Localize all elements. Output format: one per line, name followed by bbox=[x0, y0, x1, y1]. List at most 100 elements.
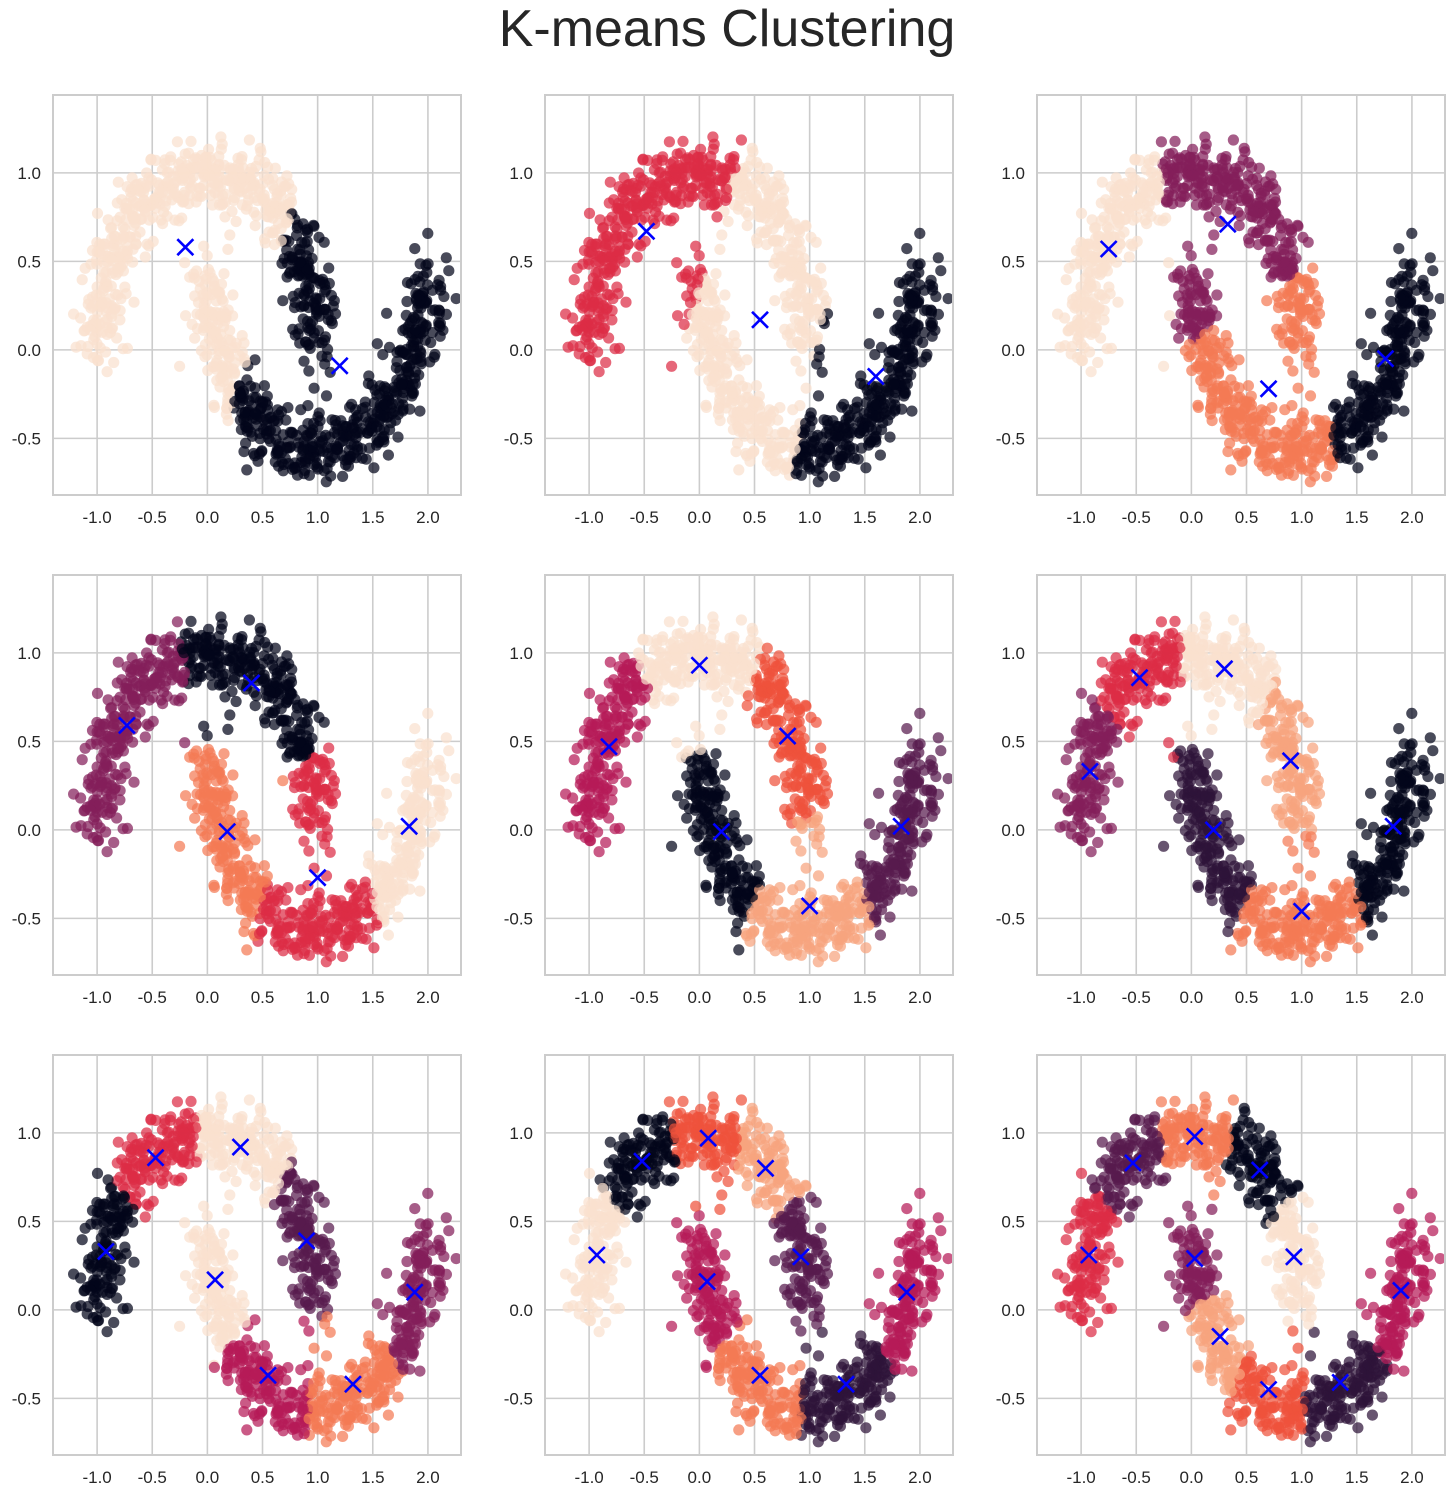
data-point bbox=[901, 243, 913, 255]
data-point bbox=[91, 351, 103, 363]
data-point bbox=[319, 286, 331, 298]
data-point bbox=[130, 197, 142, 209]
data-point bbox=[177, 196, 189, 208]
y-tick-label: -0.5 bbox=[12, 909, 41, 928]
data-point bbox=[268, 239, 281, 251]
data-point bbox=[1092, 243, 1104, 255]
data-point bbox=[1261, 295, 1273, 307]
data-point bbox=[1355, 338, 1367, 350]
data-point bbox=[280, 894, 292, 906]
data-point bbox=[221, 402, 233, 414]
data-point bbox=[1304, 390, 1317, 402]
x-tick-label: 1.0 bbox=[306, 988, 330, 1007]
data-point bbox=[180, 310, 192, 322]
data-point bbox=[249, 220, 261, 232]
data-point bbox=[620, 296, 632, 308]
data-point bbox=[1394, 292, 1406, 304]
data-point bbox=[346, 422, 358, 434]
data-point bbox=[1332, 439, 1344, 451]
data-point bbox=[1303, 358, 1315, 370]
data-point bbox=[93, 726, 105, 738]
data-point bbox=[751, 156, 763, 169]
y-tick-label: -0.5 bbox=[996, 429, 1025, 448]
data-point bbox=[716, 334, 729, 347]
data-point bbox=[169, 187, 181, 199]
data-point bbox=[215, 328, 227, 340]
data-point bbox=[433, 274, 445, 286]
data-point bbox=[1398, 276, 1410, 288]
data-point bbox=[780, 461, 792, 473]
data-point bbox=[218, 268, 230, 280]
data-point bbox=[227, 643, 239, 655]
data-point bbox=[1248, 424, 1261, 437]
data-point bbox=[1287, 365, 1299, 377]
data-point bbox=[756, 424, 769, 437]
data-point bbox=[311, 937, 323, 949]
data-point bbox=[239, 356, 251, 368]
data-point bbox=[1208, 334, 1221, 347]
data-point bbox=[935, 265, 947, 277]
data-point bbox=[224, 324, 236, 337]
data-point bbox=[583, 306, 596, 318]
data-point bbox=[779, 323, 791, 335]
data-point bbox=[757, 411, 770, 423]
data-point bbox=[198, 240, 210, 252]
data-point bbox=[1192, 401, 1204, 413]
data-point bbox=[1281, 424, 1293, 436]
data-point bbox=[132, 184, 144, 196]
data-point bbox=[741, 220, 753, 232]
data-point bbox=[635, 180, 647, 192]
data-point bbox=[1206, 415, 1218, 427]
data-point bbox=[268, 719, 281, 731]
data-point bbox=[921, 304, 933, 316]
data-point bbox=[854, 427, 866, 439]
data-point bbox=[348, 919, 360, 931]
data-point bbox=[560, 308, 572, 320]
data-point bbox=[1303, 334, 1315, 346]
data-point bbox=[1324, 459, 1336, 471]
data-point bbox=[148, 193, 160, 205]
data-point bbox=[1399, 355, 1411, 368]
data-point bbox=[269, 162, 281, 174]
data-point bbox=[366, 859, 378, 871]
data-point bbox=[1238, 433, 1250, 445]
data-point bbox=[773, 441, 785, 454]
data-point bbox=[840, 439, 852, 451]
data-point bbox=[1406, 227, 1418, 239]
y-tick-label: 1.0 bbox=[17, 644, 41, 663]
data-point bbox=[128, 213, 140, 225]
data-point bbox=[269, 642, 281, 654]
data-point bbox=[360, 933, 372, 945]
data-point bbox=[229, 663, 241, 676]
data-point bbox=[91, 306, 103, 318]
data-point bbox=[1330, 422, 1342, 434]
y-tick-label: 0.0 bbox=[17, 821, 41, 840]
data-point bbox=[143, 172, 155, 184]
data-point bbox=[1127, 180, 1139, 192]
data-point bbox=[1374, 414, 1386, 426]
data-point bbox=[799, 441, 811, 453]
data-point bbox=[693, 287, 705, 299]
data-point bbox=[1081, 285, 1093, 297]
data-point bbox=[281, 441, 293, 454]
data-point bbox=[1237, 448, 1250, 460]
data-point bbox=[863, 338, 875, 350]
data-point bbox=[202, 743, 214, 756]
x-tick-label: 1.0 bbox=[306, 508, 330, 527]
data-point bbox=[1355, 439, 1367, 451]
data-point bbox=[128, 776, 140, 788]
data-point bbox=[1225, 464, 1237, 476]
data-point bbox=[707, 328, 719, 340]
data-point bbox=[600, 303, 613, 315]
data-point bbox=[218, 748, 230, 760]
data-point bbox=[1391, 378, 1403, 390]
data-point bbox=[298, 835, 310, 847]
data-point bbox=[278, 180, 290, 192]
data-point bbox=[1206, 304, 1218, 316]
data-point bbox=[216, 138, 228, 150]
data-point bbox=[298, 355, 310, 367]
data-point bbox=[303, 743, 315, 755]
data-point bbox=[260, 684, 272, 696]
data-point bbox=[1185, 287, 1197, 299]
data-point bbox=[863, 406, 875, 418]
